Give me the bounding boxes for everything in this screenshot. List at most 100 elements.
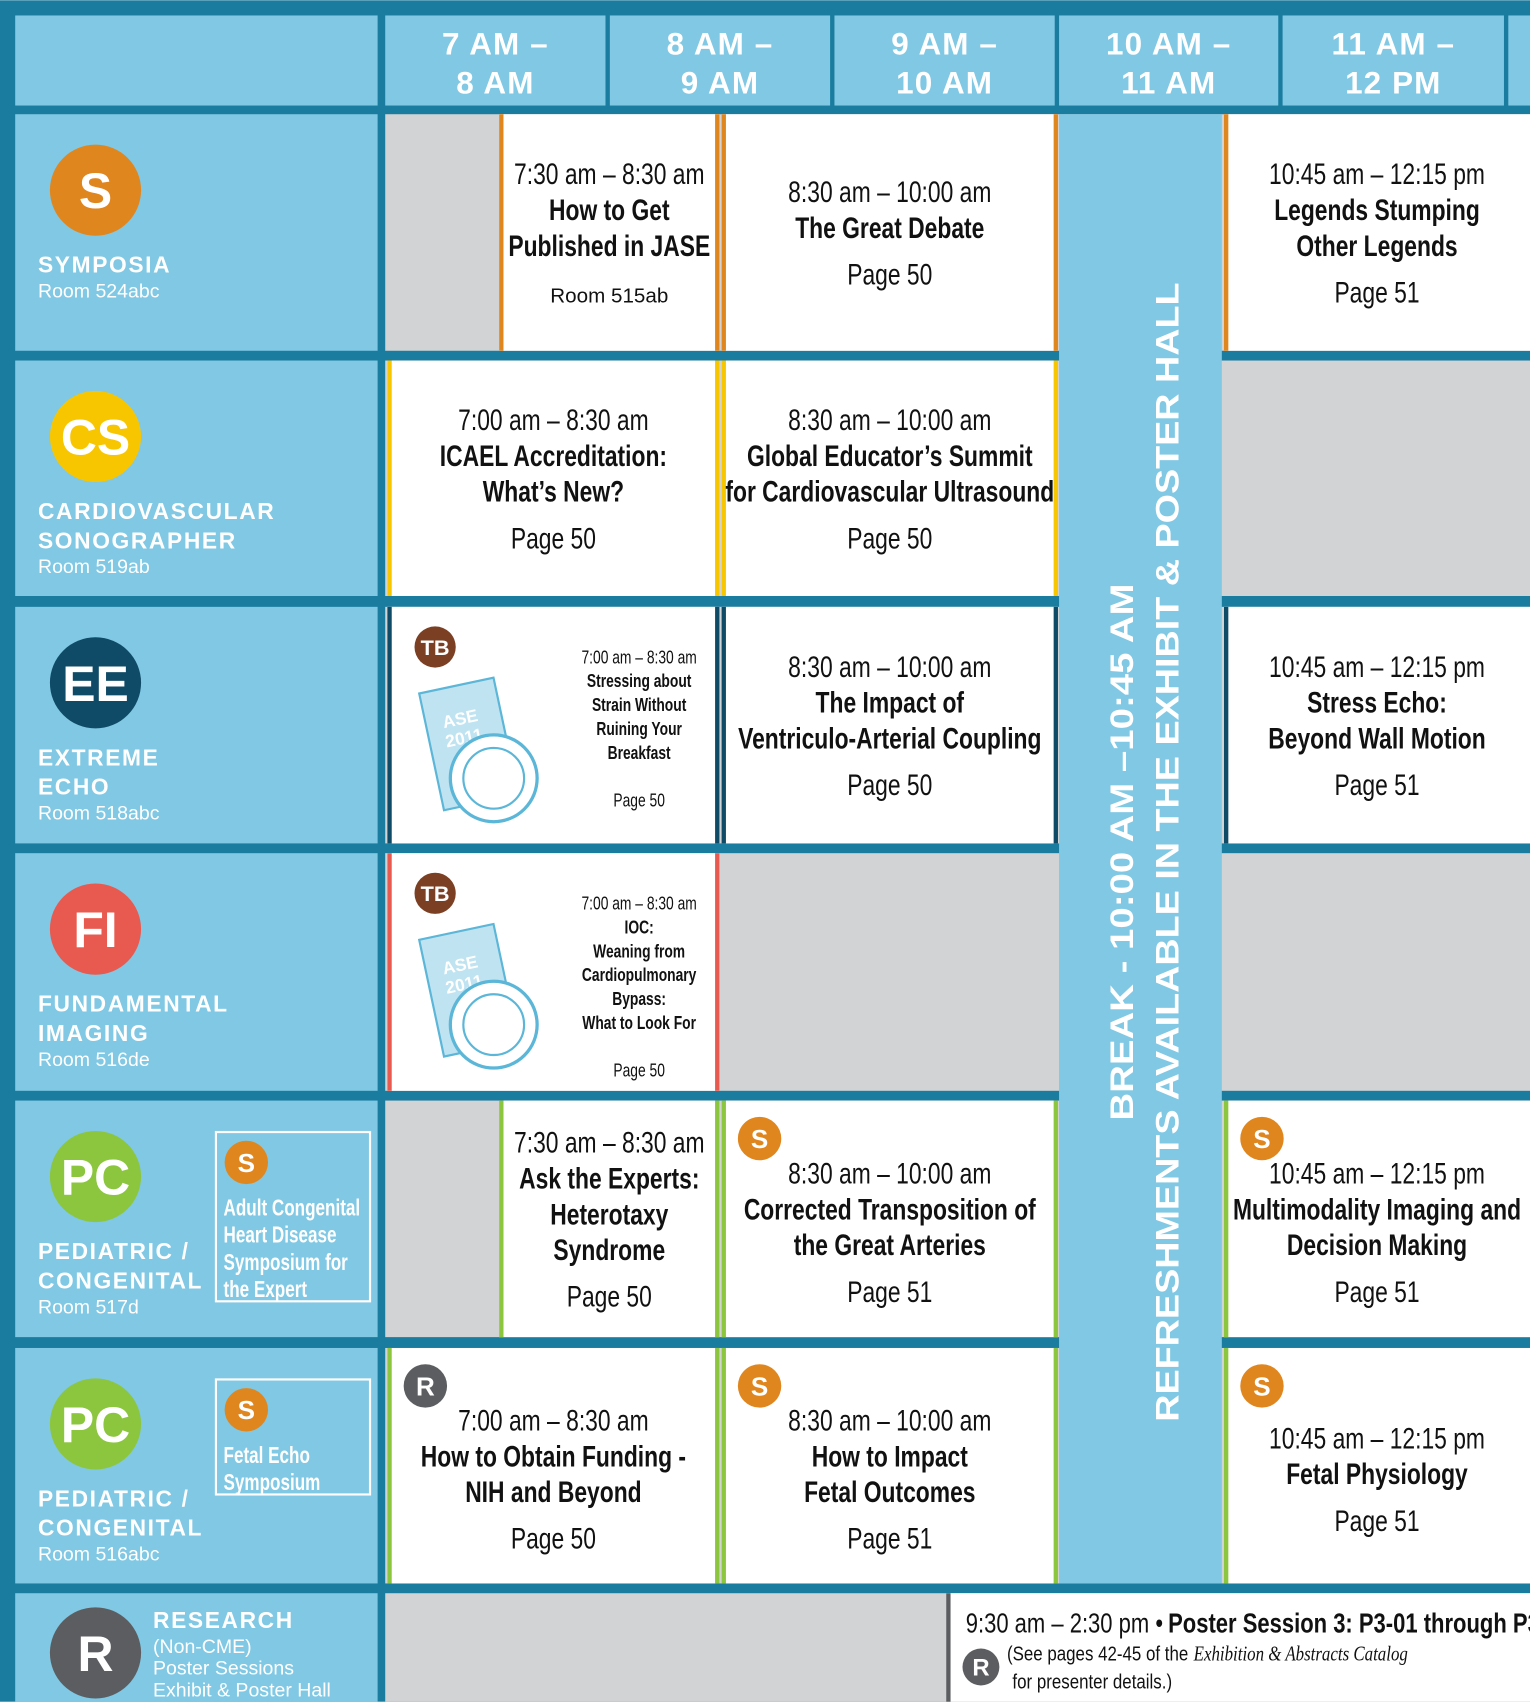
header-cell <box>15 15 378 106</box>
badge <box>49 144 142 236</box>
badge-label: PC <box>61 1150 130 1206</box>
session-accent <box>1224 606 1229 844</box>
badge-label: TB <box>421 881 450 906</box>
badge-label: S <box>1253 1371 1270 1401</box>
badge <box>224 1140 269 1185</box>
row-name: ECHO <box>38 774 110 800</box>
session-page: Page 50 <box>511 521 596 554</box>
badge <box>737 1364 782 1408</box>
session-time: 8:30 am – 10:00 am <box>788 1157 991 1190</box>
session-cell <box>721 360 1058 596</box>
header-time: 11 AM – <box>1331 27 1455 62</box>
session-accent <box>387 360 392 596</box>
row-room: Room 516de <box>38 1049 150 1071</box>
badge <box>49 1378 142 1470</box>
session-accent <box>387 1347 392 1584</box>
poster-line: 9:30 am – 2:30 pm • Poster Session 3: P3-… <box>966 1608 1530 1639</box>
header-cell <box>385 15 606 106</box>
session-time: 7:00 am – 8:30 am <box>458 1404 648 1437</box>
session-time: 9:30 am – 2:30 pm • <box>966 1608 1163 1639</box>
row-name: CARDIOVASCULAR <box>38 498 275 524</box>
header-cell <box>1282 15 1504 106</box>
session-accent <box>1053 360 1058 596</box>
header-cell <box>1059 15 1279 106</box>
session-accent <box>1053 1100 1058 1338</box>
session-title: Strain Without <box>592 695 687 715</box>
session-time: 10:45 am – 12:15 pm <box>1269 1157 1485 1190</box>
session-accent <box>715 114 720 351</box>
row-name: CONGENITAL <box>38 1267 203 1293</box>
session-title: Ruining Your <box>596 719 682 739</box>
badge-label: R <box>972 1655 989 1682</box>
badge <box>49 390 142 483</box>
session-room: Room 515ab <box>550 284 668 307</box>
session-page: Page 50 <box>847 768 932 801</box>
session-accent <box>715 1100 720 1338</box>
session-accent <box>499 114 504 351</box>
session-title: Corrected Transposition of <box>744 1193 1036 1226</box>
badge <box>737 1116 782 1161</box>
session-title: Cardiopulmonary <box>582 965 696 985</box>
session-title: How to Impact <box>812 1439 968 1472</box>
row-name: SONOGRAPHER <box>38 527 237 553</box>
session-time: 8:30 am – 10:00 am <box>788 175 991 208</box>
session-page: Page 51 <box>1334 768 1419 801</box>
break-text: REFRESHMENTS AVAILABLE IN THE EXHIBIT & … <box>1149 282 1185 1421</box>
session-accent <box>499 1100 504 1338</box>
badge-label: CS <box>61 409 130 465</box>
badge-label: S <box>751 1124 768 1154</box>
session-accent <box>721 114 726 351</box>
row-name: SYMPOSIA <box>38 252 171 278</box>
header-time: 8 AM – <box>667 27 774 62</box>
session-title: Decision Making <box>1287 1228 1467 1261</box>
header-cell <box>834 15 1055 106</box>
session-title: Breakfast <box>608 743 672 763</box>
header-time: 8 AM <box>456 66 534 101</box>
session-accent <box>715 853 720 1091</box>
session-accent <box>721 606 726 844</box>
session-title: What to Look For <box>582 1013 696 1033</box>
session-title: Stressing about <box>587 671 692 691</box>
session-cell <box>1224 606 1530 844</box>
icon-plate <box>462 993 526 1057</box>
session-cell <box>499 1100 720 1338</box>
session-page: Page 51 <box>1334 1275 1419 1308</box>
row-name: RESEARCH <box>153 1607 294 1633</box>
session-accent <box>1224 114 1229 351</box>
session-page: Page 51 <box>1334 276 1419 309</box>
session-time: 7:30 am – 8:30 am <box>514 157 704 190</box>
session-title: ICAEL Accreditation: <box>440 439 667 472</box>
note: (See pages 42-45 of the <box>1007 1642 1188 1665</box>
row-room: Room 524abc <box>38 281 160 303</box>
session-time: 7:00 am – 8:30 am <box>581 894 696 914</box>
badge-label: S <box>751 1371 768 1401</box>
header-time: 10 AM – <box>1106 27 1231 62</box>
badge <box>49 1607 142 1699</box>
session-page: Page 50 <box>511 1522 596 1555</box>
session-accent <box>387 853 392 1091</box>
session-time: 7:30 am – 8:30 am <box>514 1126 704 1159</box>
session-title: Global Educator’s Summit <box>747 439 1033 472</box>
session-cell <box>387 360 720 596</box>
session-time: 8:30 am – 10:00 am <box>788 1404 991 1437</box>
session-title: Weaning from <box>593 942 685 962</box>
badge-label: TB <box>421 635 450 660</box>
icon-plate <box>462 746 526 810</box>
header-cell <box>1508 15 1530 106</box>
session-accent <box>1224 1347 1229 1584</box>
row-room: Room 519ab <box>38 556 150 578</box>
badge <box>49 637 142 729</box>
badge-label: PC <box>61 1397 130 1453</box>
session-time: 7:00 am – 8:30 am <box>458 403 648 436</box>
session-page: Page 51 <box>847 1522 932 1555</box>
session-time: 7:00 am – 8:30 am <box>581 647 696 667</box>
session-cell <box>946 1593 1530 1702</box>
badge <box>49 1130 142 1223</box>
session-page: Page 50 <box>847 521 932 554</box>
row-name: FUNDAMENTAL <box>38 991 229 1017</box>
session-title: Ventriculo-Arterial Coupling <box>738 722 1041 755</box>
session-title: Legends Stumping <box>1274 193 1480 226</box>
row-name: PEDIATRIC / <box>38 1485 190 1511</box>
